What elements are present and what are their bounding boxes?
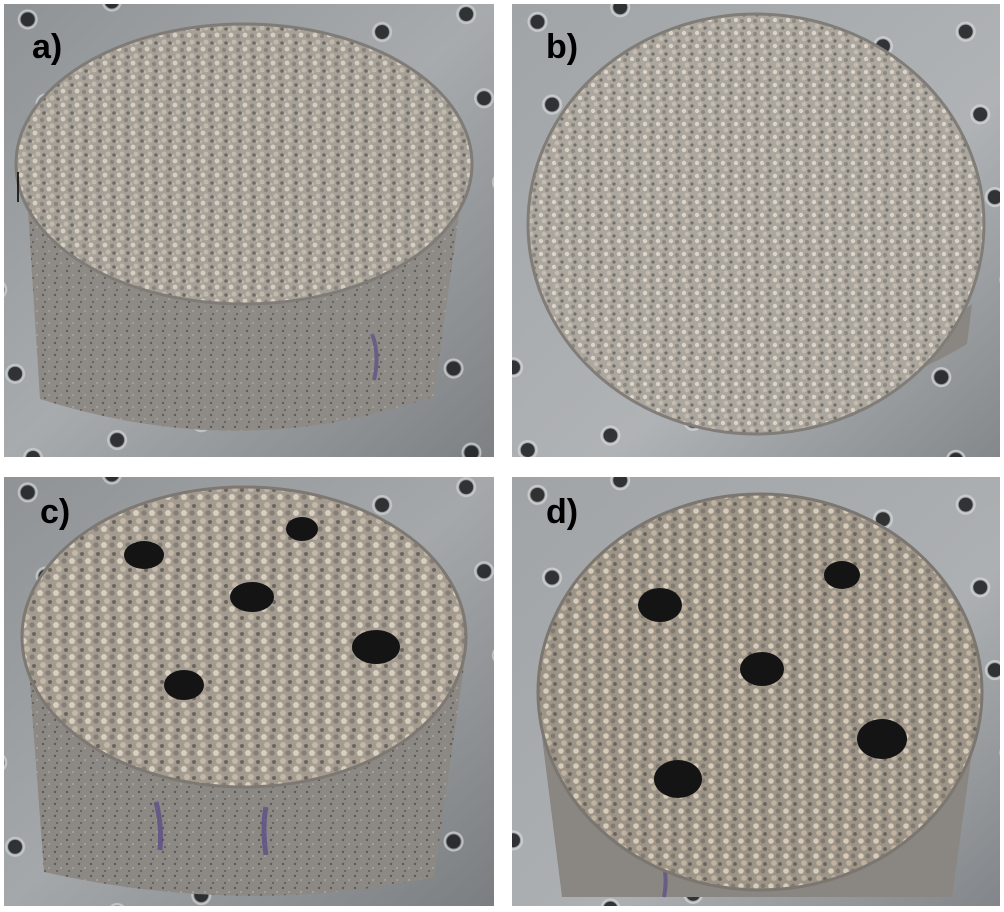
panel-d: d) [512, 477, 1000, 906]
voids-d [638, 561, 907, 798]
panel-label-a: a) [32, 28, 63, 66]
photo-sample-a [4, 4, 494, 457]
panel-label-b: b) [546, 28, 579, 66]
photo-sample-b [512, 4, 1000, 457]
panel-b: b) [512, 4, 1000, 457]
panel-c: c) [4, 477, 494, 906]
voids-c [124, 517, 400, 700]
panel-label-c: c) [40, 493, 71, 531]
photo-sample-d [512, 477, 1000, 906]
panel-label-d: d) [546, 493, 579, 531]
photo-sample-c [4, 477, 494, 906]
panel-a: a) [4, 4, 494, 457]
